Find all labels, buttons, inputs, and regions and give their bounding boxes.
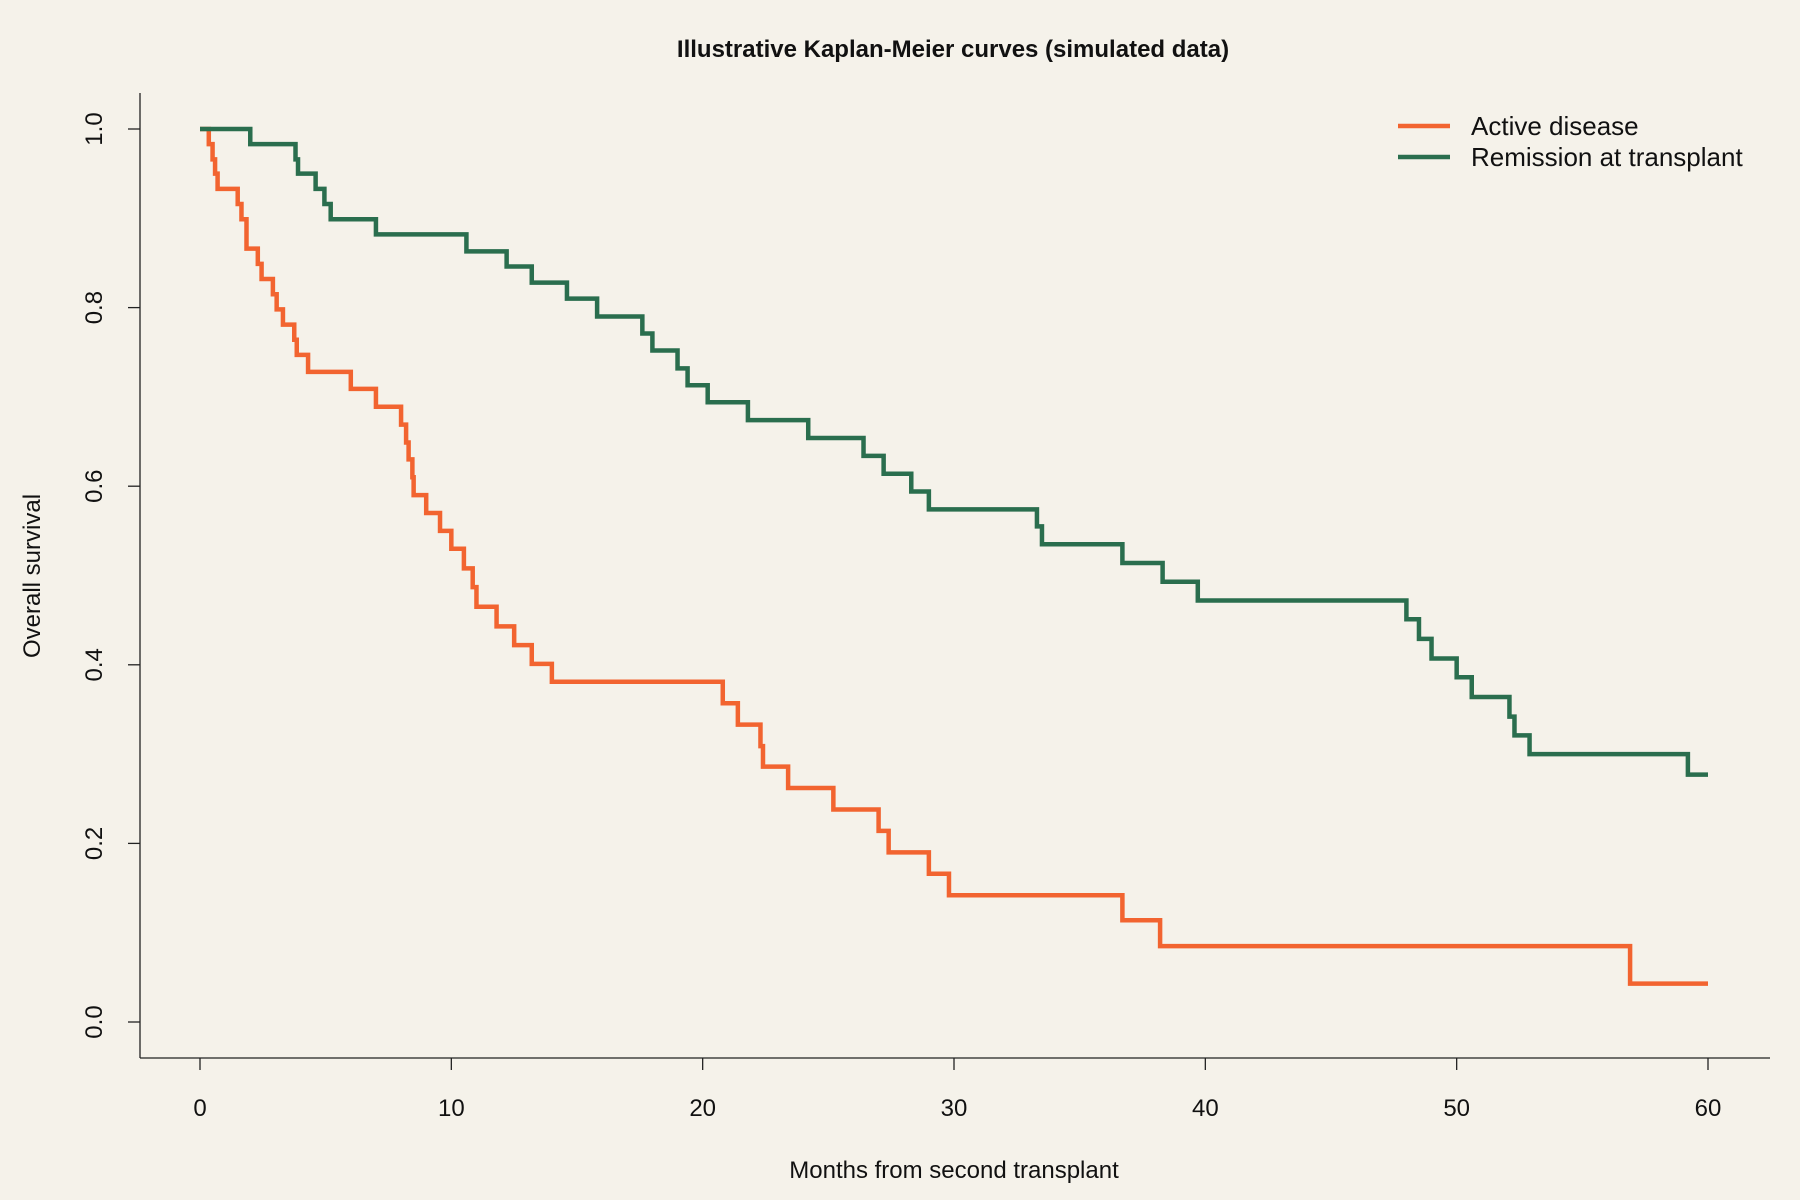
x-axis-label: Months from second transplant [789, 1157, 1119, 1184]
legend-label-active-disease: Active disease [1471, 111, 1639, 141]
legend-label-remission-at-transplant: Remission at transplant [1471, 142, 1743, 172]
x-tick-label: 60 [1695, 1095, 1722, 1122]
x-tick-label: 50 [1443, 1095, 1470, 1122]
y-tick-label: 0.2 [81, 827, 108, 860]
x-tick-label: 10 [438, 1095, 465, 1122]
x-ticks: 0 10 20 30 40 50 60 [193, 1058, 1721, 1122]
x-tick-label: 20 [689, 1095, 716, 1122]
series-line-active-disease [200, 126, 1708, 986]
y-tick-label: 0.4 [81, 648, 108, 681]
x-tick-label: 30 [941, 1095, 968, 1122]
x-tick-label: 40 [1192, 1095, 1219, 1122]
y-axis-label: Overall survival [19, 494, 46, 658]
chart-title: Illustrative Kaplan-Meier curves (simula… [677, 36, 1229, 63]
series-line-remission-at-transplant [200, 126, 1708, 777]
y-tick-label: 0.8 [81, 291, 108, 324]
y-tick-label: 0.6 [81, 470, 108, 503]
y-ticks: 0.0 0.2 0.4 0.6 0.8 1.0 [81, 112, 140, 1039]
x-tick-label: 0 [193, 1095, 206, 1122]
y-tick-label: 1.0 [81, 112, 108, 145]
series-group [200, 126, 1708, 986]
y-tick-label: 0.0 [81, 1005, 108, 1038]
